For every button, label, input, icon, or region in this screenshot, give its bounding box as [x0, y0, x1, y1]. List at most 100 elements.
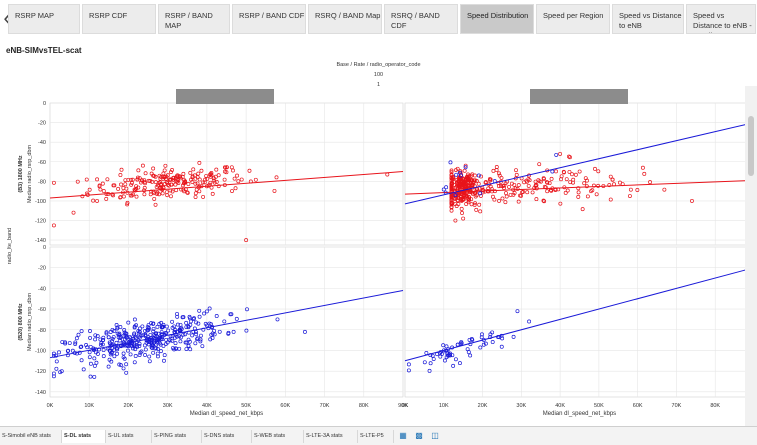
tab-rsrp-band-cdf[interactable]: RSRP / BAND CDF [232, 4, 306, 34]
tab-rsrp-cdf[interactable]: RSRP CDF [82, 4, 156, 34]
data-point [75, 179, 80, 184]
data-point [449, 186, 454, 191]
data-point [105, 177, 110, 182]
data-point [216, 173, 221, 178]
data-point [148, 179, 153, 183]
data-point [430, 353, 435, 358]
data-point [95, 198, 100, 203]
sheet-tab-lte-p5[interactable]: S-LTE-P5 [358, 430, 394, 443]
data-point [527, 178, 532, 183]
data-point [573, 172, 578, 177]
data-point [175, 173, 180, 178]
tab-speed-distribution[interactable]: Speed Distribution [460, 4, 534, 34]
data-point [461, 176, 466, 181]
data-point [177, 174, 182, 179]
data-point [477, 202, 482, 207]
sheet-tab-lte-3a-stats[interactable]: S-LTE-3A stats [304, 430, 358, 443]
data-point [496, 335, 501, 339]
data-point [162, 353, 167, 358]
data-point [63, 341, 68, 346]
x-tick-label: 40K [555, 403, 565, 409]
legend-title: Base / Rate / radio_operator_code [336, 62, 421, 68]
data-point [117, 362, 122, 367]
data-point [143, 171, 148, 176]
data-point [150, 343, 155, 348]
x-tick-label: 80K [710, 403, 720, 409]
tab-speed-per-region[interactable]: Speed per Region [536, 4, 610, 34]
data-point [462, 193, 467, 198]
data-point [478, 209, 483, 214]
data-point [201, 194, 206, 199]
sheet-tab-ul-stats[interactable]: S-UL stats [106, 430, 152, 443]
data-point [608, 174, 613, 179]
y-tick-label: -100 [35, 199, 46, 205]
data-point [197, 314, 202, 319]
data-point [532, 186, 537, 191]
trend-line [404, 267, 755, 362]
data-point [449, 176, 454, 181]
data-point [450, 177, 455, 182]
sheet-tab-dl-stats[interactable]: S-DL stats [62, 430, 106, 443]
data-point [137, 341, 142, 346]
data-point [159, 330, 164, 334]
tab-rsrq-band-map[interactable]: RSRQ / BAND Map [308, 4, 382, 34]
sheet-tab-web-stats[interactable]: S-WEB stats [252, 430, 304, 443]
data-point [459, 198, 464, 203]
data-point [181, 332, 186, 337]
data-point [161, 324, 166, 329]
new-dashboard-icon[interactable]: ▩ [415, 431, 423, 440]
y-tick-label: -20 [38, 266, 46, 272]
data-point [199, 168, 204, 173]
data-point [197, 160, 202, 165]
new-sheet-icon[interactable]: ▦ [399, 431, 407, 440]
data-point [455, 198, 460, 203]
data-point [463, 179, 468, 184]
data-point [129, 193, 134, 198]
data-point [157, 322, 162, 327]
data-point [176, 178, 181, 183]
tab-speed-vs-distance-detail[interactable]: Speed vs Distance to eNB - Detail [686, 4, 756, 34]
data-point [483, 341, 488, 346]
tab-rsrq-band-cdf[interactable]: RSRQ / BAND CDF [384, 4, 458, 34]
data-point [73, 342, 78, 346]
data-point [584, 184, 589, 189]
tab-rsrp-map[interactable]: RSRP MAP [8, 4, 80, 34]
data-point [170, 167, 175, 172]
sheet-tab-simobil-enb[interactable]: S-Simobil eNB stats [0, 430, 62, 443]
data-point [202, 180, 207, 185]
data-point [444, 355, 449, 360]
data-point [541, 176, 546, 181]
data-point [146, 323, 151, 327]
data-point [568, 180, 573, 185]
data-point [481, 188, 486, 193]
data-point [228, 312, 233, 317]
data-point [160, 191, 165, 196]
data-point [173, 328, 178, 332]
data-point [106, 364, 111, 369]
data-point [567, 169, 572, 174]
data-point [640, 165, 645, 170]
sheet-tab-dns-stats[interactable]: S-DNS stats [202, 430, 252, 443]
tab-rsrp-band-map[interactable]: RSRP / BAND MAP [158, 4, 230, 34]
vertical-scrollbar[interactable] [745, 86, 757, 426]
tab-speed-vs-distance[interactable]: Speed vs Distance to eNB [612, 4, 684, 34]
sheet-tab-ping-stats[interactable]: S-PING stats [152, 430, 202, 443]
chevron-left-icon[interactable]: ‹ [3, 5, 11, 30]
data-point [449, 205, 454, 210]
data-point [151, 350, 156, 355]
data-point [233, 186, 238, 191]
data-point [476, 173, 481, 178]
data-point [111, 335, 116, 339]
data-point [585, 194, 590, 199]
data-point [223, 169, 227, 174]
data-point [164, 324, 169, 329]
data-point [132, 360, 137, 365]
data-point [112, 344, 117, 349]
data-point [166, 328, 171, 333]
data-point [460, 211, 465, 215]
scroll-thumb[interactable] [748, 116, 754, 176]
data-point [151, 173, 156, 178]
data-point [136, 168, 141, 173]
data-point [137, 330, 142, 334]
new-story-icon[interactable]: ◫ [431, 431, 439, 440]
